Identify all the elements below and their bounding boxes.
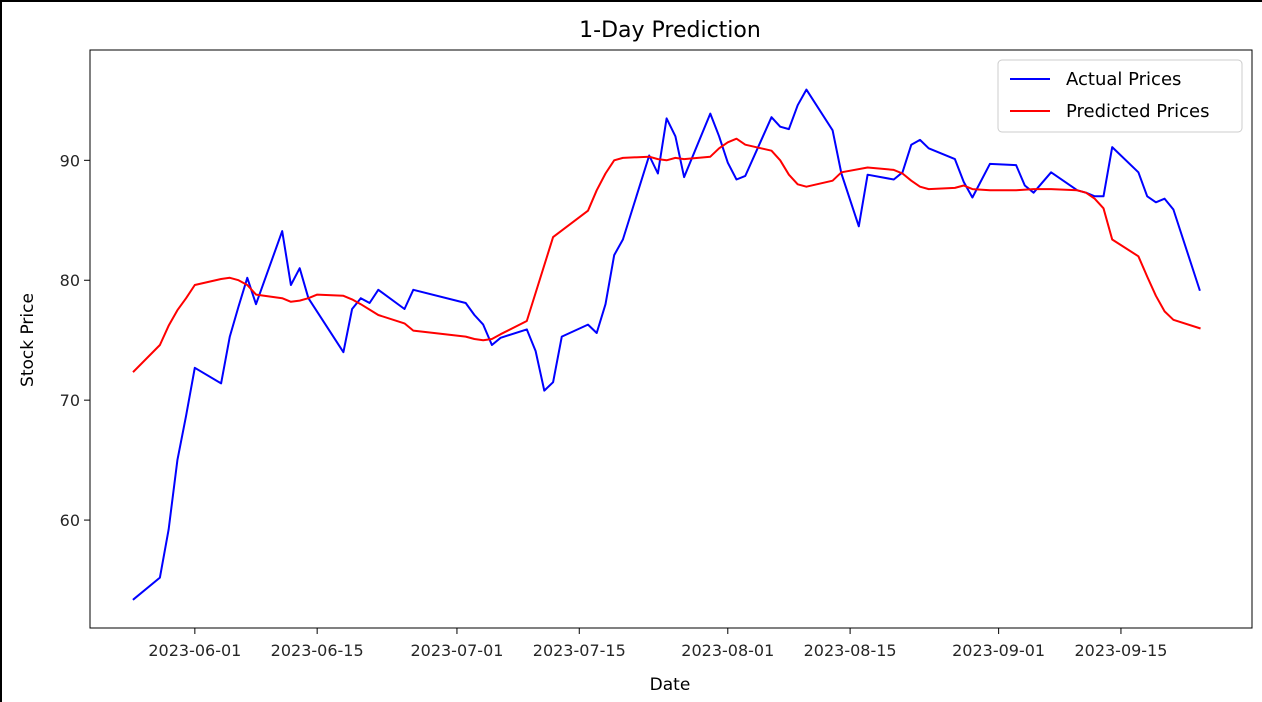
- series-line-actual: [132, 88, 1201, 601]
- x-tick-label: 2023-08-15: [804, 641, 897, 660]
- legend-entry: Predicted Prices: [1066, 101, 1210, 122]
- x-tick-label: 2023-06-15: [271, 641, 364, 660]
- x-tick-label: 2023-09-01: [952, 641, 1045, 660]
- legend: Actual Prices Predicted Prices: [997, 59, 1243, 133]
- plot-frame: [89, 49, 1253, 629]
- y-tick-label: 90: [60, 151, 80, 170]
- series-line-predicted: [132, 137, 1201, 373]
- x-tick-label: 2023-08-01: [681, 641, 774, 660]
- x-axis-label: Date: [650, 675, 691, 695]
- x-tick-label: 2023-06-01: [148, 641, 241, 660]
- x-tick-label: 2023-09-15: [1074, 641, 1167, 660]
- y-tick-label: 70: [60, 391, 80, 410]
- x-tick-label: 2023-07-15: [533, 641, 626, 660]
- plot-area: 2023-06-01 2023-06-15 2023-07-01 2023-07-15…: [60, 49, 1253, 660]
- chart-title: 1-Day Prediction: [579, 18, 761, 43]
- y-tick-label: 60: [60, 511, 80, 530]
- legend-entry: Actual Prices: [1066, 69, 1181, 90]
- legend-box: [997, 59, 1243, 133]
- x-tick-label: 2023-07-01: [410, 641, 503, 660]
- y-tick-label: 80: [60, 271, 80, 290]
- y-axis-label: Stock Price: [18, 293, 38, 387]
